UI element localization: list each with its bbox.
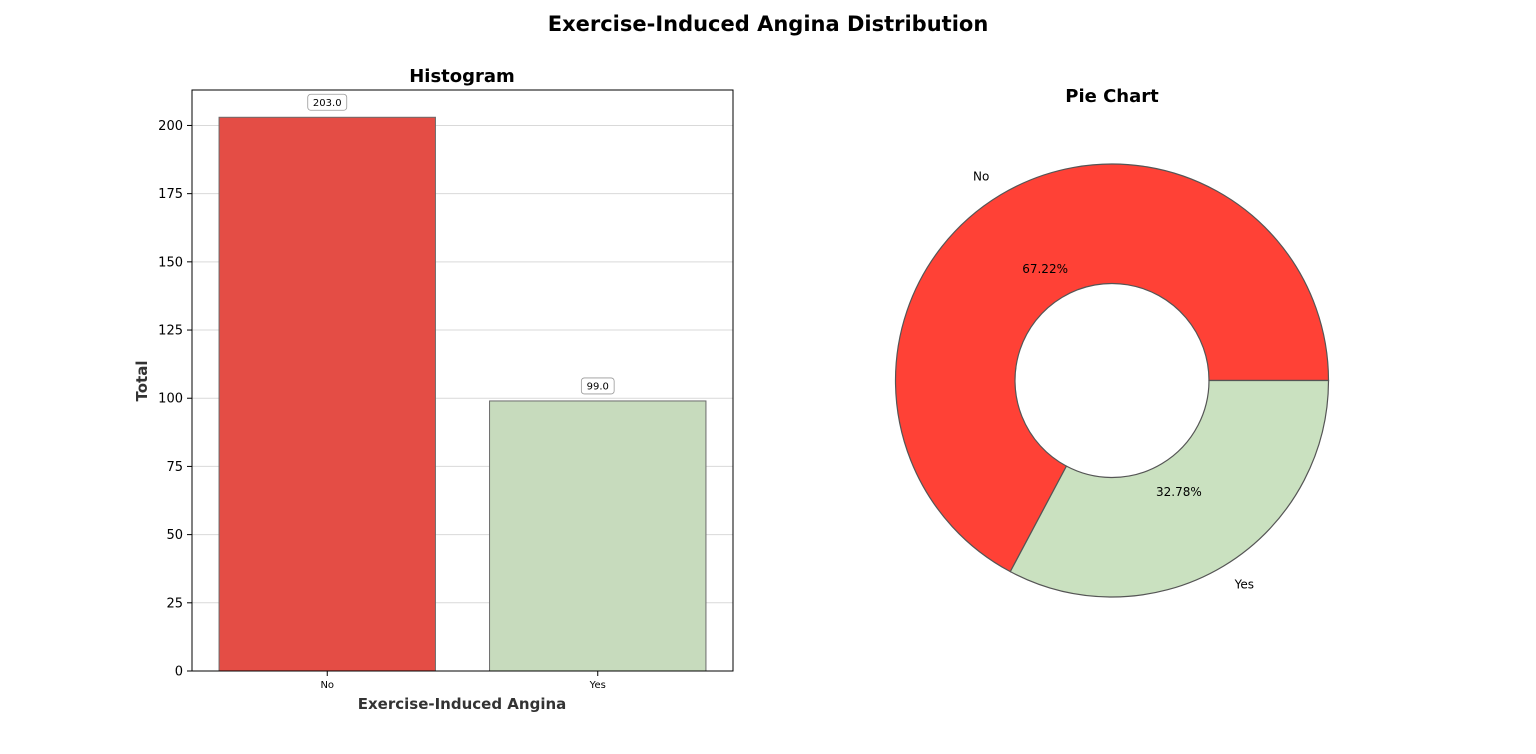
- histogram-axes-frame: [191, 89, 734, 672]
- pie-chart-panel: Pie Chart No 67.22% Yes 32.78%: [894, 86, 1330, 598]
- histogram-title: Histogram: [409, 66, 515, 87]
- histogram-panel: Histogram 0 25 50 75 100 125 150 175 200 No Yes 2…: [133, 66, 734, 713]
- histogram-y-tick-label: 125: [158, 324, 183, 339]
- histogram-y-tick-label: 100: [158, 392, 183, 407]
- histogram-bar-yes: [489, 400, 707, 672]
- pie-slice-yes: [1009, 379, 1330, 598]
- pie-percent-label: 32.78%: [1156, 485, 1202, 499]
- pie-category-label: No: [973, 169, 989, 183]
- pie-category-label: Yes: [1234, 578, 1254, 592]
- histogram-y-axis-label: Total: [133, 361, 151, 402]
- histogram-x-tick-label: Yes: [589, 680, 606, 691]
- histogram-data-label-box: [307, 93, 348, 111]
- pie-labels: No 67.22% Yes 32.78%: [973, 169, 1254, 591]
- histogram-data-label: 203.0: [313, 98, 342, 109]
- histogram-y-tick-label: 50: [166, 528, 183, 543]
- histogram-y-ticks: 0 25 50 75 100 125 150 175 200: [158, 119, 192, 680]
- histogram-data-labels: 203.0 99.0: [307, 93, 615, 395]
- histogram-y-tick-label: 200: [158, 119, 183, 134]
- histogram-x-ticks: No Yes: [320, 671, 606, 691]
- histogram-x-tick-label: No: [320, 680, 334, 691]
- histogram-data-label: 99.0: [587, 381, 609, 392]
- histogram-y-tick-label: 175: [158, 187, 183, 202]
- histogram-y-tick-label: 25: [166, 596, 183, 611]
- pie-slices: [894, 163, 1330, 598]
- histogram-data-label-box: [580, 377, 615, 395]
- pie-chart-title: Pie Chart: [1065, 86, 1159, 107]
- histogram-x-axis-label: Exercise-Induced Angina: [358, 695, 567, 713]
- histogram-bar-no: [218, 116, 436, 672]
- histogram-bars: [218, 116, 707, 672]
- figure-title: Exercise-Induced Angina Distribution: [548, 12, 989, 36]
- histogram-y-tick-label: 0: [175, 665, 183, 680]
- pie-slice-no: [894, 163, 1330, 573]
- pie-percent-label: 67.22%: [1022, 262, 1068, 276]
- histogram-y-tick-label: 150: [158, 255, 183, 270]
- histogram-y-tick-label: 75: [166, 460, 183, 475]
